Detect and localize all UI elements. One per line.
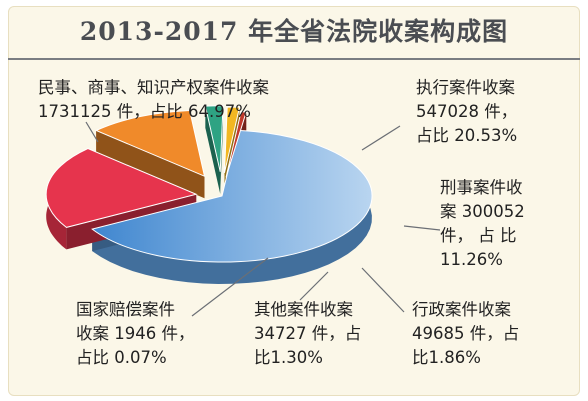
label-administrative-line3: 比1.86%: [412, 348, 481, 367]
label-compensation-line2: 收案 1946 件，: [76, 324, 195, 343]
slice-compensation: [225, 111, 247, 178]
label-other-line2: 34727 件，占: [254, 324, 362, 343]
label-execution-line2: 547028 件，: [416, 102, 518, 121]
label-other-line1: 其他案件收案: [254, 300, 353, 319]
label-other-line3: 比1.30%: [254, 348, 323, 367]
title-divider: [8, 58, 580, 60]
slice-other: [223, 106, 241, 174]
slice-civil: [91, 129, 373, 263]
label-other: 其他案件收案 34727 件，占 比1.30%: [254, 298, 361, 370]
chart-title: 2013-2017 年全省法院收案构成图: [79, 17, 509, 46]
leader-civil: [85, 121, 99, 143]
label-compensation: 国家赔偿案件 收案 1946 件， 占比 0.07%: [76, 298, 194, 370]
label-execution-line1: 执行案件收案: [416, 78, 515, 97]
label-criminal-line1: 刑事案件收: [440, 178, 523, 197]
label-criminal-line3: 件， 占 比: [440, 226, 517, 245]
leader-other: [299, 271, 329, 301]
label-execution: 执行案件收案 547028 件， 占比 20.53%: [416, 76, 517, 148]
leader-administrative: [361, 267, 405, 313]
leader-execution: [361, 125, 401, 151]
label-civil-line1: 民事、商事、知识产权案件收案: [38, 78, 269, 97]
label-criminal: 刑事案件收 案 300052 件， 占 比 11.26%: [440, 176, 525, 272]
label-criminal-line2: 案 300052: [440, 202, 525, 221]
label-compensation-line3: 占比 0.07%: [76, 348, 167, 367]
leader-criminal: [403, 225, 441, 231]
label-compensation-line1: 国家赔偿案件: [76, 300, 175, 319]
label-civil: 民事、商事、知识产权案件收案 1731125 件，占比 64.97%: [38, 76, 269, 124]
label-administrative-line2: 49685 件，占: [412, 324, 520, 343]
label-administrative-line1: 行政案件收案: [412, 300, 511, 319]
slice-administrative: [204, 105, 224, 172]
label-civil-line2: 1731125 件，占比 64.97%: [38, 102, 251, 121]
label-execution-line3: 占比 20.53%: [416, 126, 518, 145]
label-administrative: 行政案件收案 49685 件，占 比1.86%: [412, 298, 519, 370]
slice-execution: [45, 148, 198, 228]
slice-criminal: [94, 109, 206, 178]
leader-compensation: [191, 257, 269, 317]
label-criminal-line4: 11.26%: [440, 250, 503, 269]
